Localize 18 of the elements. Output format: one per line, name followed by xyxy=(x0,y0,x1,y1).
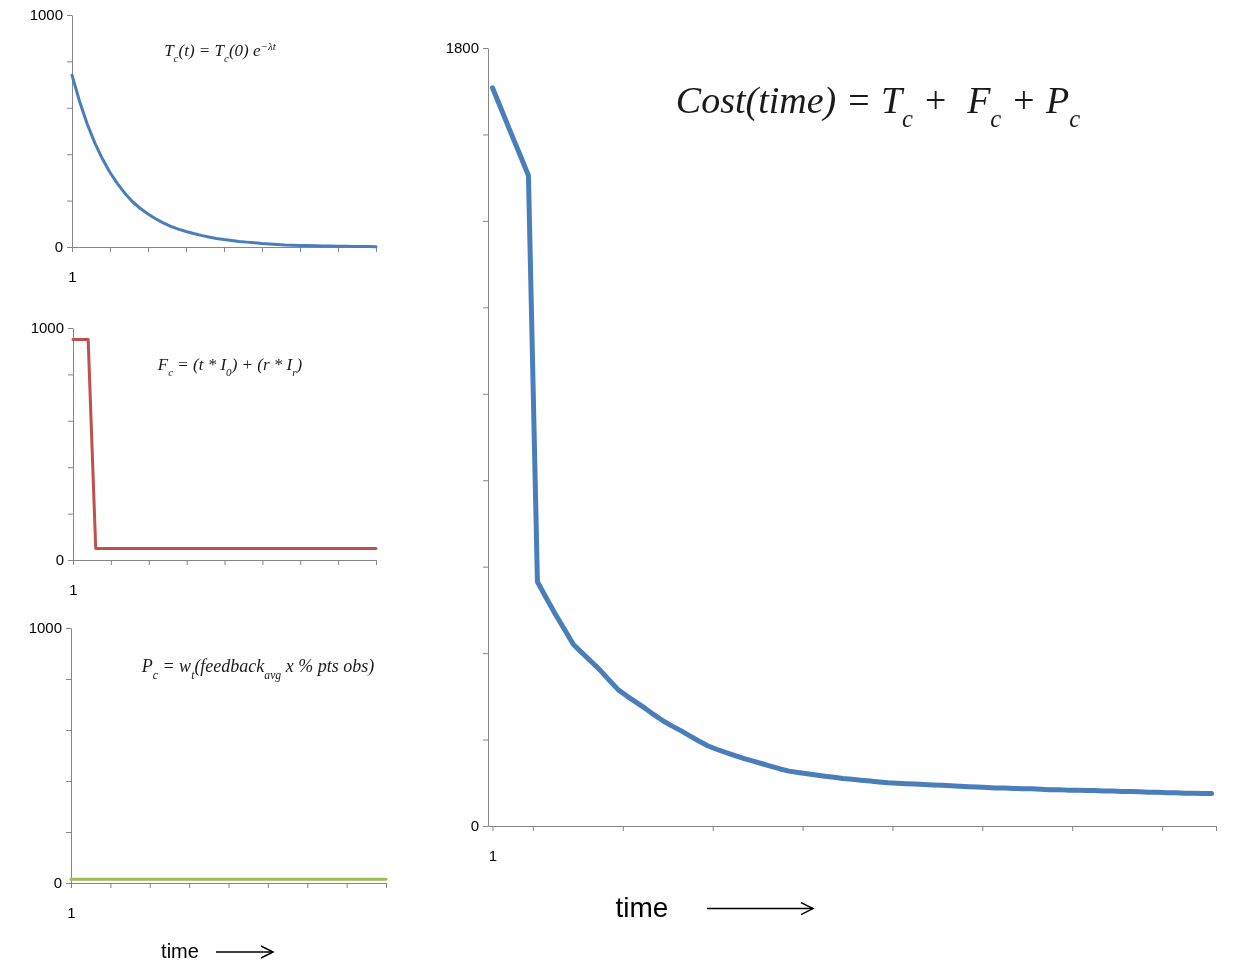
x-axis-title: time xyxy=(161,940,199,962)
annotation: P$_{c}$ = w$_{t}$(feedback$_{avg}$ x % pts obs) xyxy=(140,656,375,682)
y-tick-label: 1000 xyxy=(30,319,64,337)
y-tick-label: 1800 xyxy=(445,39,479,57)
y-tick-label: 0 xyxy=(55,551,64,569)
annotation: F$_{c}$ = (t * I$_{0}$) + (r * I$_{r}$) xyxy=(156,355,303,378)
annotation: Cost(time) = T$_{c}$ + F$_{c}$ + P$_{c}$ xyxy=(675,79,1081,132)
x-tick-label: 1 xyxy=(69,580,78,598)
y-tick-label: 0 xyxy=(470,817,479,835)
x-tick-label: 1 xyxy=(67,903,76,921)
x-tick-label: 1 xyxy=(488,846,498,864)
x-axis-title: time xyxy=(615,892,669,923)
y-tick-label: 1000 xyxy=(29,6,63,24)
y-tick-label: 0 xyxy=(54,238,63,256)
y-tick-label: 1000 xyxy=(28,619,62,637)
annotation: T$_{c}$(t) = T$_{c}$(0) e$^{−λt}$ xyxy=(164,40,277,64)
y-tick-label: 0 xyxy=(53,874,62,892)
x-tick-label: 1 xyxy=(68,267,77,285)
